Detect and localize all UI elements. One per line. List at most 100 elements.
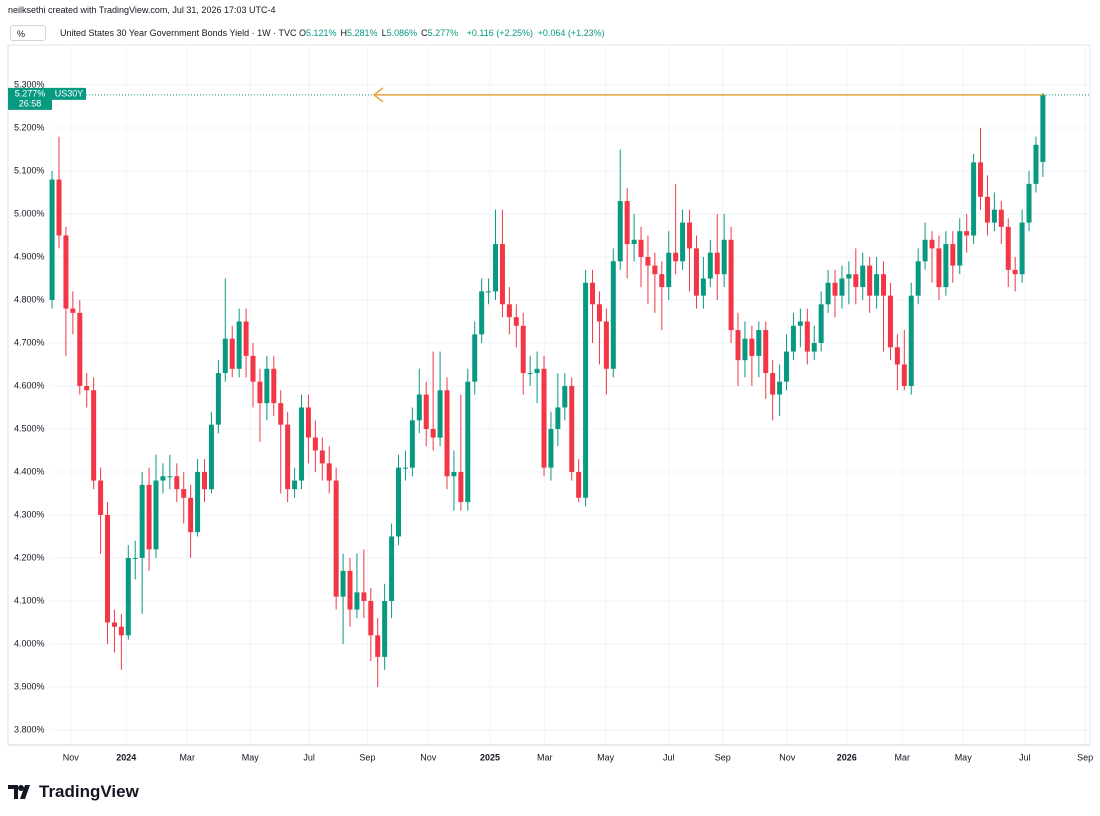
candle-body: [285, 424, 291, 490]
candle-body: [146, 484, 152, 550]
candle-body: [1040, 94, 1046, 162]
candle-body: [887, 295, 893, 348]
ohlc-label: L: [381, 28, 387, 38]
ohlc-label: H: [340, 28, 348, 38]
candle-body: [638, 239, 644, 257]
candle-body: [631, 239, 637, 245]
candle-body: [208, 424, 214, 490]
logo: [8, 785, 30, 799]
candle-body: [652, 265, 658, 275]
candle-body: [215, 373, 221, 425]
candle-body: [229, 338, 235, 369]
candle-body: [548, 428, 554, 468]
candle-body: [874, 274, 880, 296]
candle-body: [624, 201, 630, 245]
y-tick-label: 3.900%: [14, 681, 45, 691]
x-tick-label: Jul: [303, 752, 315, 762]
candle-body: [361, 592, 367, 601]
symbol-label-box: [52, 87, 86, 100]
candle-body: [735, 330, 741, 361]
candle-body: [375, 635, 381, 657]
candle-body: [610, 261, 616, 369]
candle-body: [340, 570, 346, 597]
price-label-box: [8, 87, 52, 110]
y-tick-label: 5.200%: [14, 122, 45, 132]
candle-body: [409, 420, 415, 468]
y-tick-label: 4.400%: [14, 466, 45, 476]
candle-body: [174, 476, 180, 490]
candle-body: [555, 407, 561, 429]
candle-body: [832, 282, 838, 296]
candle-body: [860, 265, 866, 288]
candle-body: [506, 304, 512, 318]
x-tick-label: May: [955, 752, 973, 762]
candle-body: [943, 244, 949, 288]
candle-body: [451, 471, 457, 477]
candle-body: [818, 304, 824, 343]
candle-body: [562, 385, 568, 408]
chart: 3.800% 3.900% 4.000% 4.100% 4.200% 4.300% 4.40…: [7, 44, 1093, 762]
candle-body: [105, 514, 111, 623]
price-label: 5.277%: [15, 88, 46, 98]
candle-body: [957, 231, 963, 266]
change-extended: +0.064 (+1.23%): [537, 28, 605, 38]
candle-body: [714, 252, 720, 275]
candle-body: [396, 467, 402, 537]
candle-body: [299, 407, 305, 481]
y-tick-label: 5.300%: [14, 79, 45, 89]
candle-body: [936, 248, 942, 288]
candle-body: [596, 304, 602, 322]
candle-body: [603, 321, 609, 369]
candle-body: [139, 484, 145, 558]
candle-body: [77, 312, 83, 386]
x-tick-label: Jul: [663, 752, 675, 762]
candle-body: [583, 282, 589, 498]
candle-body: [472, 334, 478, 382]
candle-body: [742, 338, 748, 361]
candle-body: [950, 244, 956, 266]
candle-body: [278, 403, 284, 425]
candle-body: [1033, 144, 1039, 184]
candle-body: [222, 338, 228, 374]
candle-body: [202, 471, 208, 490]
ohlc-value: 5.121%: [306, 28, 337, 38]
legend: United States 30 Year Government Bonds Y…: [60, 28, 605, 38]
x-tick-label: May: [242, 752, 260, 762]
candle-body: [195, 471, 201, 533]
unit-box[interactable]: %: [10, 25, 46, 41]
candle-body: [978, 162, 984, 197]
candle-body: [590, 282, 596, 305]
candle-body: [132, 557, 138, 559]
candle-body: [305, 407, 311, 438]
x-tick-label: Nov: [779, 752, 796, 762]
candle-body: [437, 390, 443, 438]
y-tick-label: 4.100%: [14, 595, 45, 605]
candle-body: [98, 480, 104, 515]
candle-body: [493, 244, 499, 292]
candle-body: [666, 252, 672, 288]
candle-body: [700, 278, 706, 296]
candle-body: [790, 325, 796, 352]
candle-body: [645, 256, 651, 266]
candle-body: [347, 570, 353, 610]
x-tick-label: Nov: [63, 752, 80, 762]
x-tick-label: Sep: [1077, 752, 1093, 762]
ohlc-value: 5.277%: [427, 28, 459, 38]
candle-body: [84, 385, 90, 391]
candle-body: [971, 162, 977, 236]
brand: TradingView: [39, 782, 139, 801]
candle-body: [402, 467, 408, 469]
candle-body: [991, 209, 997, 223]
y-tick-label: 5.100%: [14, 165, 45, 175]
candle-body: [922, 239, 928, 262]
candle-body: [465, 381, 471, 503]
candle-body: [749, 338, 755, 356]
symbol-title: United States 30 Year Government Bonds Y…: [60, 28, 297, 38]
footer: TradingView: [8, 782, 139, 802]
y-tick-label: 4.800%: [14, 294, 45, 304]
y-tick-label: 4.200%: [14, 552, 45, 562]
candle-body: [541, 368, 547, 468]
candle-body: [680, 222, 686, 262]
candle-body: [520, 325, 526, 374]
y-tick-label: 4.000%: [14, 638, 45, 648]
